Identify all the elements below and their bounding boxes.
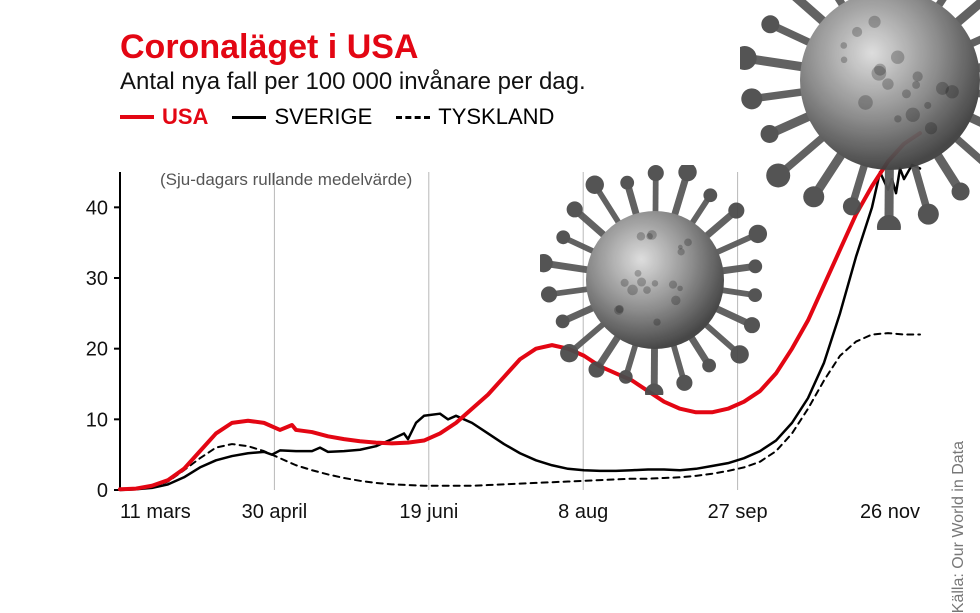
x-tick-label: 19 juni <box>399 501 458 523</box>
y-tick-label: 10 <box>86 409 108 431</box>
x-tick-label: 26 nov <box>860 501 920 523</box>
virus-icon <box>540 165 770 395</box>
x-tick-label: 27 sep <box>708 501 768 523</box>
x-tick-label: 11 mars <box>120 501 191 523</box>
y-tick-label: 40 <box>86 197 108 219</box>
y-tick-label: 0 <box>97 480 108 502</box>
source-credit: Källa: Our World in Data <box>950 441 968 613</box>
y-tick-label: 30 <box>86 268 108 290</box>
x-tick-label: 8 aug <box>558 501 608 523</box>
y-tick-label: 20 <box>86 339 108 361</box>
virus-icon <box>740 0 980 230</box>
chart-note: (Sju-dagars rullande medelvärde) <box>160 170 412 190</box>
x-tick-label: 30 april <box>242 501 308 523</box>
